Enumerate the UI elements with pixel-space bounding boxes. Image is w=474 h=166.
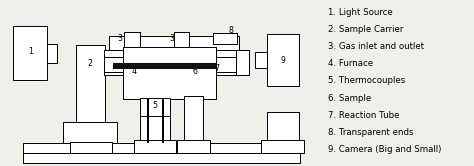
Bar bbox=[267, 112, 299, 142]
Bar bbox=[76, 45, 105, 124]
Text: 9: 9 bbox=[281, 56, 286, 65]
Bar bbox=[174, 32, 189, 50]
Bar bbox=[23, 153, 300, 163]
Text: 6: 6 bbox=[192, 67, 198, 76]
Bar bbox=[134, 140, 176, 153]
Text: 1: 1 bbox=[28, 47, 33, 56]
Bar bbox=[255, 52, 267, 68]
Bar bbox=[123, 47, 216, 99]
Bar bbox=[237, 50, 249, 75]
Text: 9. Camera (Big and Small): 9. Camera (Big and Small) bbox=[328, 145, 441, 154]
Bar bbox=[174, 32, 189, 50]
Bar bbox=[177, 140, 210, 153]
Text: 2: 2 bbox=[87, 59, 92, 68]
Text: 8: 8 bbox=[228, 26, 233, 35]
Bar bbox=[213, 33, 237, 44]
Bar bbox=[125, 32, 139, 50]
Text: 8. Transparent ends: 8. Transparent ends bbox=[328, 128, 413, 137]
Bar bbox=[104, 57, 249, 72]
Text: 6. Sample: 6. Sample bbox=[328, 94, 371, 103]
Bar bbox=[261, 140, 304, 153]
Bar bbox=[123, 47, 216, 99]
Bar bbox=[104, 57, 249, 72]
Bar bbox=[23, 143, 300, 153]
Bar bbox=[13, 26, 47, 80]
Bar bbox=[70, 142, 112, 153]
Text: 5. Thermocouples: 5. Thermocouples bbox=[328, 77, 405, 85]
Bar bbox=[237, 50, 249, 75]
Bar bbox=[140, 116, 170, 142]
Bar bbox=[109, 36, 239, 50]
Text: 3. Gas inlet and outlet: 3. Gas inlet and outlet bbox=[328, 42, 424, 51]
Bar bbox=[184, 96, 203, 142]
Text: 3: 3 bbox=[117, 34, 122, 43]
Text: 4. Furnace: 4. Furnace bbox=[328, 59, 373, 68]
Text: 3: 3 bbox=[169, 34, 174, 43]
Bar bbox=[64, 122, 118, 143]
Text: 7. Reaction Tube: 7. Reaction Tube bbox=[328, 111, 400, 120]
Bar bbox=[125, 32, 139, 50]
Bar bbox=[213, 33, 237, 44]
Text: 1. Light Source: 1. Light Source bbox=[328, 8, 393, 17]
Bar bbox=[104, 50, 249, 75]
Text: 4: 4 bbox=[131, 67, 137, 76]
Bar bbox=[267, 34, 299, 86]
Bar bbox=[47, 44, 57, 63]
Text: 2. Sample Carrier: 2. Sample Carrier bbox=[328, 25, 403, 34]
Text: 7: 7 bbox=[214, 64, 219, 73]
Bar bbox=[109, 36, 239, 50]
Text: 5: 5 bbox=[152, 101, 157, 110]
Bar bbox=[140, 98, 170, 117]
